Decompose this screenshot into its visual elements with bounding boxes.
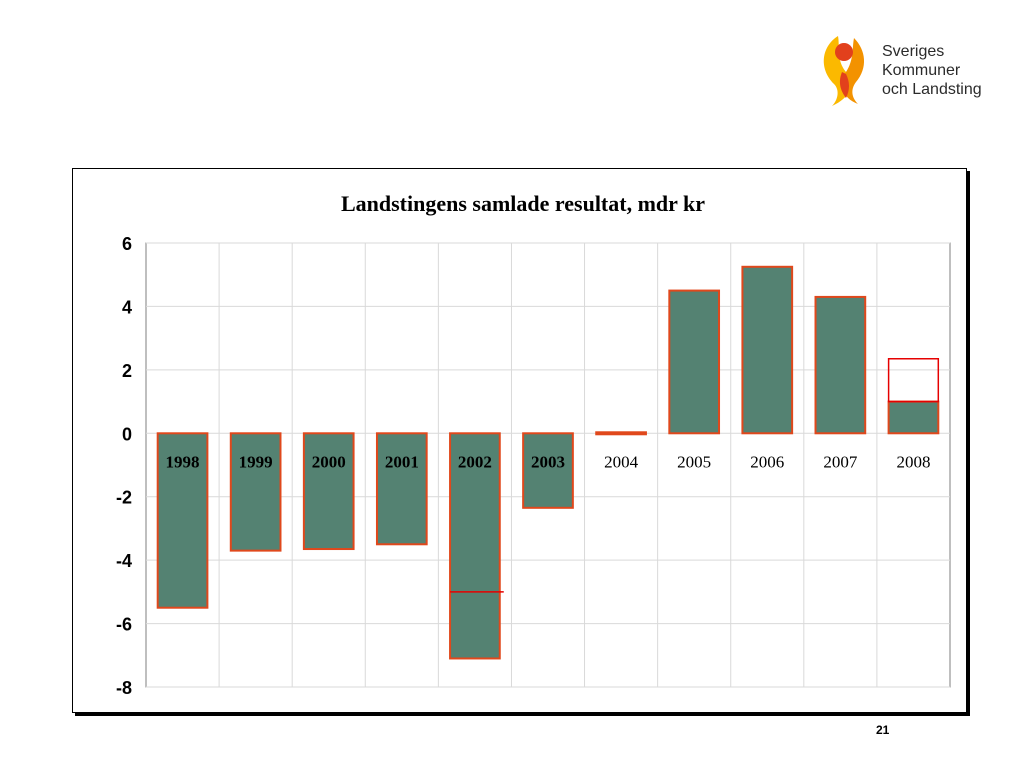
y-tick-label: 6 bbox=[122, 234, 132, 254]
bar-2002 bbox=[449, 432, 501, 660]
y-tick-label: -6 bbox=[116, 615, 132, 635]
outlined-segment-2008 bbox=[887, 358, 940, 403]
x-tick-label: 2008 bbox=[896, 452, 930, 471]
bar-1999 bbox=[229, 432, 282, 552]
x-tick-label: 2005 bbox=[677, 452, 711, 471]
x-tick-label: 2002 bbox=[458, 452, 492, 471]
chart-frame: Landstingens samlade resultat, mdr kr 6 4 2… bbox=[72, 168, 967, 713]
bar-2004 bbox=[595, 431, 647, 436]
x-tick-label: 1999 bbox=[239, 452, 273, 471]
x-tick-label: 2000 bbox=[312, 452, 346, 471]
bar-2001 bbox=[375, 432, 428, 546]
x-tick-label: 2001 bbox=[385, 452, 419, 471]
y-tick-label: 4 bbox=[122, 297, 132, 317]
x-tick-label: 2007 bbox=[823, 452, 858, 471]
x-tick-label: 2006 bbox=[750, 452, 784, 471]
logo: Sveriges Kommuner och Landsting bbox=[816, 32, 996, 108]
logo-flame-icon bbox=[823, 36, 865, 106]
x-tick-label: 2003 bbox=[531, 452, 565, 471]
y-tick-label: -8 bbox=[116, 678, 132, 698]
y-tick-label: 2 bbox=[122, 361, 132, 381]
y-tick-label: -2 bbox=[116, 488, 132, 508]
bar-chart: Landstingens samlade resultat, mdr kr 6 4 2… bbox=[116, 191, 951, 698]
bar-2007 bbox=[814, 295, 867, 435]
x-tick-label: 2004 bbox=[604, 452, 639, 471]
y-tick-label: -4 bbox=[116, 551, 132, 571]
bar-2000 bbox=[302, 432, 355, 551]
x-tick-label: 1998 bbox=[166, 452, 200, 471]
logo-line-3: och Landsting bbox=[882, 81, 982, 98]
bar-2008 bbox=[887, 400, 940, 435]
bar-1998 bbox=[156, 432, 209, 609]
logo-line-1: Sveriges bbox=[882, 43, 945, 60]
bar-2003 bbox=[522, 432, 574, 509]
logo-text: Sveriges Kommuner och Landsting bbox=[882, 42, 982, 99]
chart-title: Landstingens samlade resultat, mdr kr bbox=[341, 191, 705, 216]
bar-2006 bbox=[741, 265, 794, 435]
page-number: 21 bbox=[876, 723, 890, 737]
bar-2005 bbox=[668, 289, 721, 435]
logo-line-2: Kommuner bbox=[882, 62, 961, 79]
y-tick-label: 0 bbox=[122, 424, 132, 444]
